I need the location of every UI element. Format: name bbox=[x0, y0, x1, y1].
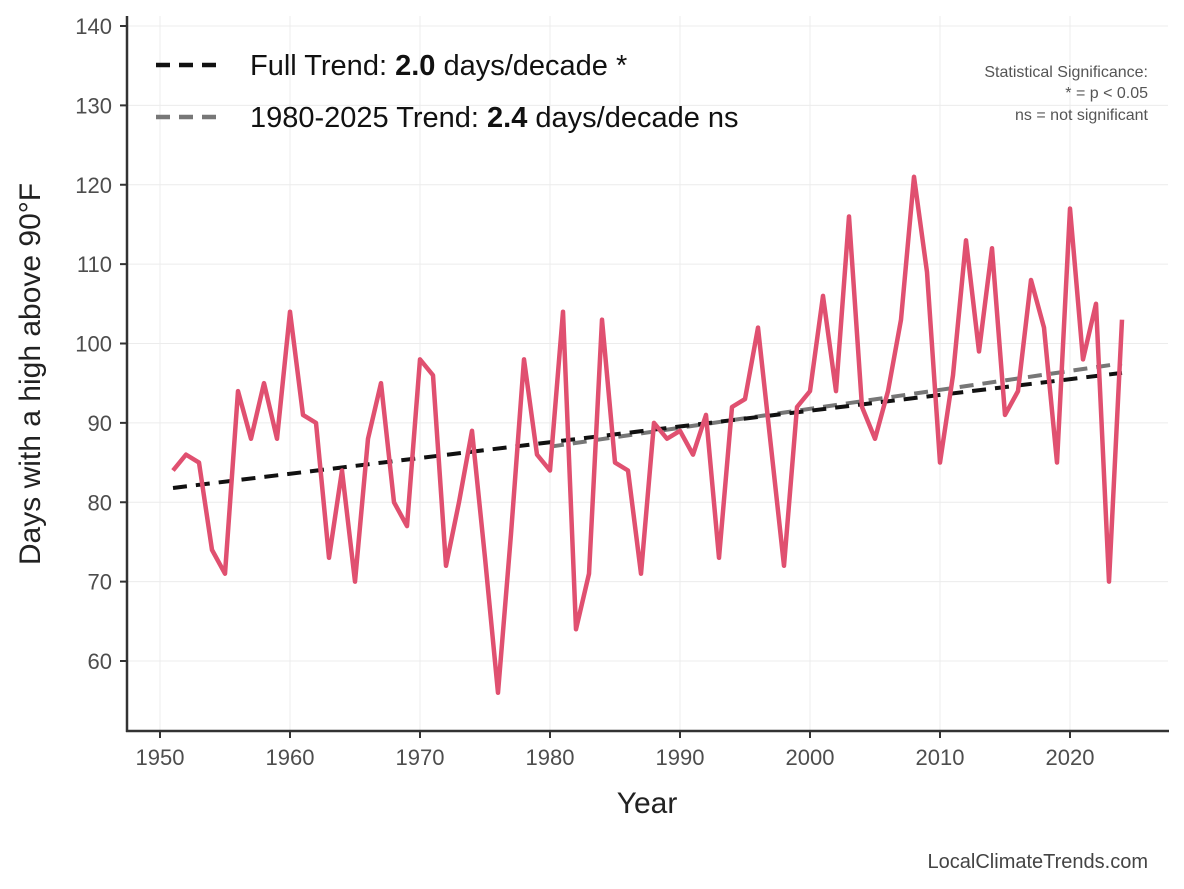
legend-item-full-trend: Full Trend: 2.0 days/decade * bbox=[156, 50, 627, 82]
y-tick-label: 110 bbox=[77, 252, 112, 277]
y-tick-label: 60 bbox=[88, 649, 112, 674]
y-tick-label: 140 bbox=[75, 14, 112, 39]
y-ticks: 60 70 80 90 100 110 120 130 140 bbox=[75, 14, 127, 674]
x-tick-label: 2020 bbox=[1046, 745, 1095, 770]
y-axis-label: Days with a high above 90°F bbox=[14, 183, 47, 565]
x-tick-label: 2000 bbox=[786, 745, 835, 770]
trend-lines bbox=[172, 361, 1123, 490]
y-tick-label: 80 bbox=[88, 490, 112, 515]
significance-title: Statistical Significance: bbox=[984, 64, 1148, 81]
y-tick-label: 120 bbox=[75, 173, 112, 198]
x-axis-label: Year bbox=[617, 787, 678, 820]
credit-text: LocalClimateTrends.com bbox=[928, 851, 1148, 873]
significance-star: * = p < 0.05 bbox=[1065, 85, 1148, 102]
x-tick-label: 1960 bbox=[266, 745, 315, 770]
significance-note: Statistical Significance: * = p < 0.05 n… bbox=[984, 64, 1148, 124]
y-tick-label: 70 bbox=[88, 570, 112, 595]
x-tick-label: 1980 bbox=[526, 745, 575, 770]
x-tick-label: 1990 bbox=[656, 745, 705, 770]
legend-label-full-trend: Full Trend: 2.0 days/decade * bbox=[250, 50, 627, 82]
significance-ns: ns = not significant bbox=[1015, 107, 1149, 124]
x-tick-label: 2010 bbox=[916, 745, 965, 770]
y-tick-label: 90 bbox=[88, 411, 112, 436]
y-tick-label: 130 bbox=[75, 93, 112, 118]
x-tick-label: 1950 bbox=[136, 745, 185, 770]
legend: Full Trend: 2.0 days/decade * 1980-2025 … bbox=[156, 50, 739, 134]
legend-label-1980-trend: 1980-2025 Trend: 2.4 days/decade ns bbox=[250, 102, 739, 134]
series-line bbox=[171, 174, 1125, 695]
x-ticks: 1950 1960 1970 1980 1990 2000 2010 2020 bbox=[136, 731, 1095, 770]
legend-item-1980-trend: 1980-2025 Trend: 2.4 days/decade ns bbox=[156, 102, 739, 134]
trend-line-1980 bbox=[549, 361, 1123, 449]
x-tick-label: 1970 bbox=[396, 745, 445, 770]
y-tick-label: 100 bbox=[75, 332, 112, 357]
